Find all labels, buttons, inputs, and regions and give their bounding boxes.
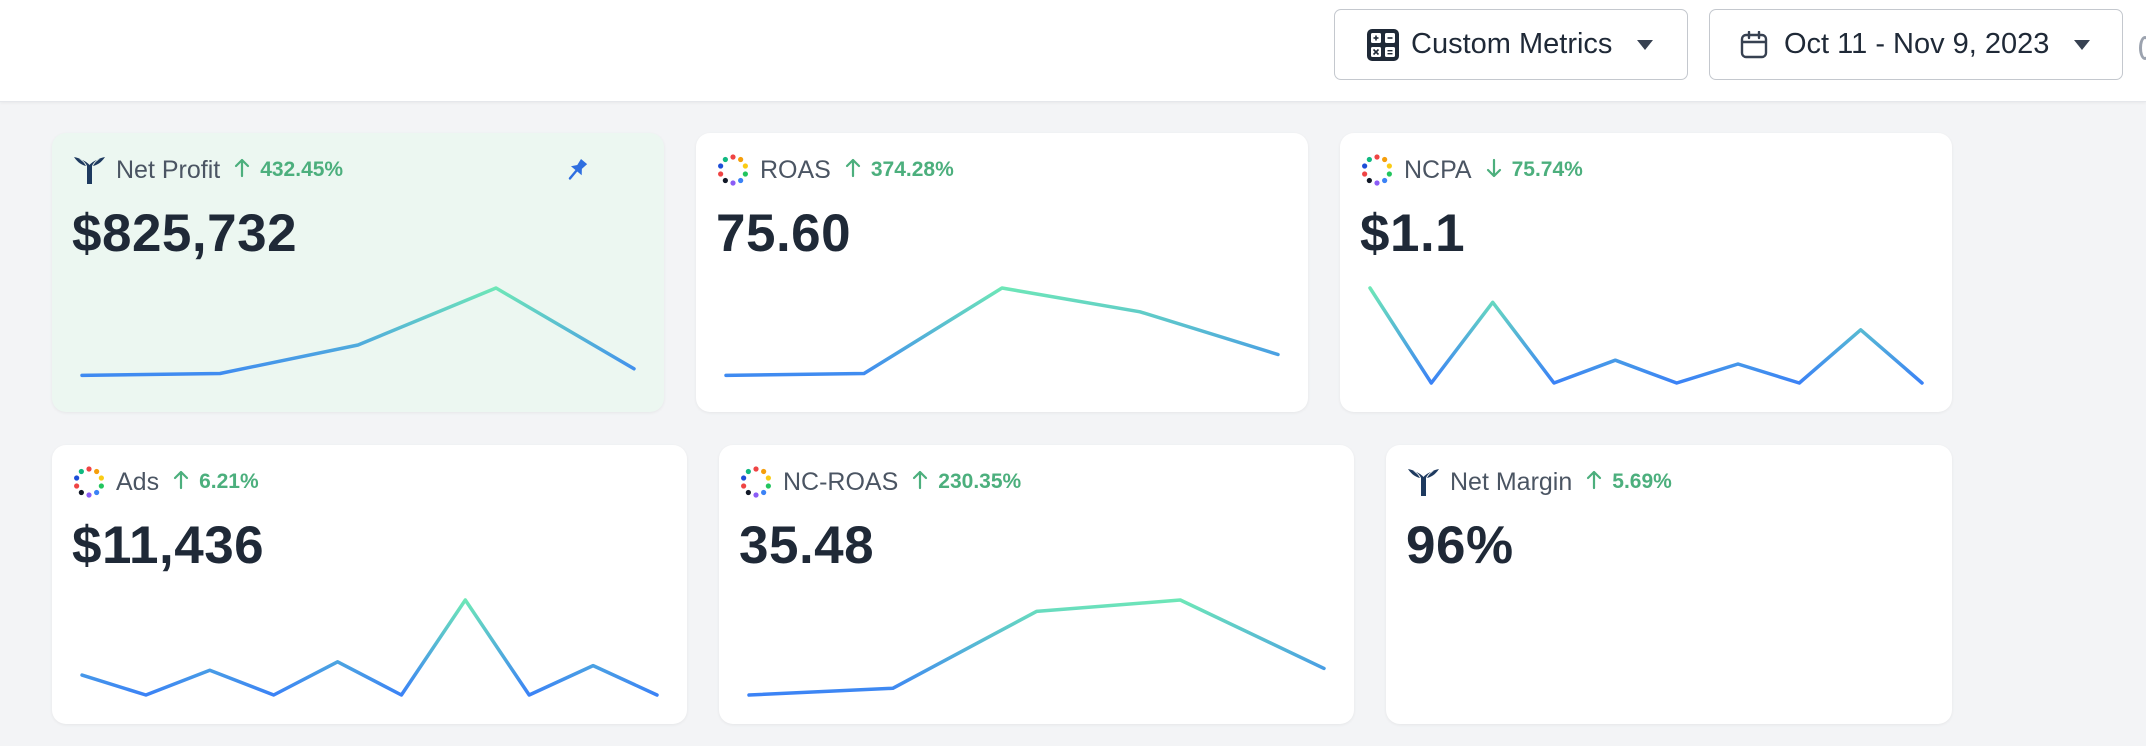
dots-circle-icon — [716, 153, 750, 187]
chevron-down-icon — [2073, 39, 2091, 51]
arrow-up-icon — [845, 158, 861, 183]
metric-name: NC-ROAS — [783, 467, 899, 496]
calculator-icon — [1367, 28, 1399, 61]
whale-logo-icon — [1406, 465, 1440, 499]
metric-card-net-profit[interactable]: Net Profit 432.45% $825,732 — [52, 133, 664, 412]
arrow-up-icon — [912, 470, 928, 495]
date-range-picker[interactable]: Oct 11 - Nov 9, 2023 — [1709, 9, 2123, 80]
sparkline-series — [747, 598, 1326, 697]
metric-card-nc-roas[interactable]: NC-ROAS 230.35% 35.48 — [719, 445, 1354, 724]
chevron-down-icon — [1636, 39, 1654, 51]
metric-value: 75.60 — [716, 204, 852, 263]
metric-card-header: Ads 6.21% — [72, 465, 259, 499]
metric-change: 75.74% — [1511, 158, 1583, 181]
metric-name: Ads — [116, 467, 160, 496]
metric-card-header: ROAS 374.28% — [716, 153, 954, 187]
metric-change: 230.35% — [938, 470, 1022, 493]
dots-circle-icon — [1360, 153, 1394, 187]
metric-value: 35.48 — [739, 516, 875, 575]
sparkline-series — [1368, 286, 1924, 385]
metric-card-header: NCPA 75.74% — [1360, 153, 1583, 187]
metric-card-roas[interactable]: ROAS 374.28% 75.60 — [696, 133, 1308, 412]
sparkline-series — [80, 286, 636, 378]
calendar-icon — [1740, 30, 1768, 59]
metric-change: 6.21% — [199, 470, 259, 493]
arrow-up-icon — [173, 470, 189, 495]
metric-value: $825,732 — [72, 204, 298, 263]
sparkline-chart — [80, 286, 636, 378]
metric-value: 96% — [1406, 516, 1514, 575]
sparkline-chart — [724, 286, 1280, 378]
metric-name: ROAS — [760, 155, 831, 184]
arrow-up-icon — [1586, 470, 1602, 495]
sparkline-series — [724, 286, 1280, 378]
sparkline-chart — [80, 598, 659, 697]
metric-name: Net Profit — [116, 155, 221, 184]
dots-circle-icon — [72, 465, 106, 499]
metric-card-header: Net Margin 5.69% — [1406, 465, 1672, 499]
metric-name: NCPA — [1404, 155, 1472, 184]
overflow-button-edge[interactable] — [2139, 36, 2146, 60]
top-toolbar: Custom Metrics Oct 11 - Nov 9, 2023 — [0, 0, 2146, 102]
metric-name: Net Margin — [1450, 467, 1573, 496]
sparkline-chart — [1368, 286, 1924, 385]
date-range-label: Oct 11 - Nov 9, 2023 — [1784, 28, 2050, 60]
sparkline-chart — [747, 598, 1326, 697]
sparkline-series — [80, 598, 659, 697]
arrow-down-icon — [1486, 158, 1502, 183]
metric-card-net-margin[interactable]: Net Margin 5.69% 96% — [1386, 445, 1952, 724]
metric-value: $1.1 — [1360, 204, 1466, 263]
metric-card-ncpa[interactable]: NCPA 75.74% $1.1 — [1340, 133, 1952, 412]
metric-value: $11,436 — [72, 516, 265, 575]
arrow-up-icon — [234, 158, 250, 183]
custom-metrics-label: Custom Metrics — [1411, 28, 1613, 60]
metric-change: 432.45% — [260, 158, 344, 181]
whale-logo-icon — [72, 153, 106, 187]
metric-card-ads[interactable]: Ads 6.21% $11,436 — [52, 445, 687, 724]
metric-change: 5.69% — [1612, 470, 1672, 493]
metric-card-header: NC-ROAS 230.35% — [739, 465, 1021, 499]
metric-card-header: Net Profit 432.45% — [72, 153, 343, 187]
metric-change: 374.28% — [870, 158, 954, 181]
pin-icon[interactable] — [564, 157, 590, 188]
custom-metrics-dropdown[interactable]: Custom Metrics — [1334, 9, 1688, 80]
dots-circle-icon — [739, 465, 773, 499]
